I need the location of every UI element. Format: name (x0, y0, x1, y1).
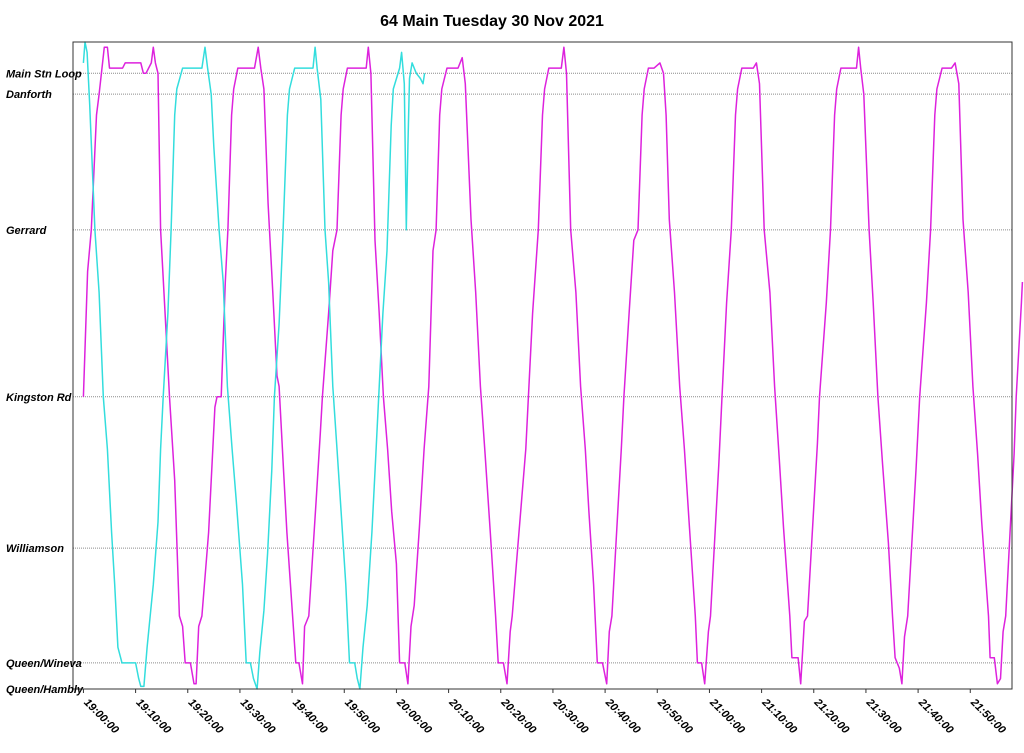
y-stop-label: Kingston Rd (6, 392, 72, 404)
series-line-2 (82, 41, 426, 690)
series-line-1 (82, 46, 1024, 685)
series-layer (82, 41, 1024, 690)
x-tick-label: 21:20:00 (811, 696, 852, 737)
x-tick-label: 19:30:00 (238, 697, 278, 737)
x-tick-label: 19:40:00 (290, 697, 330, 737)
x-tick-label: 20:10:00 (446, 696, 487, 737)
y-stop-label: Queen/Hambly (6, 684, 84, 696)
x-tick-label: 21:30:00 (863, 696, 904, 737)
y-stop-label: Williamson (6, 543, 64, 555)
y-axis-labels: Main Stn Loop Danforth Gerrard Kingston Rd W… (6, 68, 84, 696)
x-tick-label: 20:40:00 (602, 696, 643, 737)
y-stop-label: Gerrard (6, 225, 47, 237)
x-tick-label: 21:50:00 (967, 696, 1008, 737)
y-stop-label: Queen/Wineva (6, 658, 82, 670)
x-tick-label: 19:00:00 (81, 697, 121, 737)
x-tick-label: 21:10:00 (759, 696, 800, 737)
grid-lines (73, 72, 1012, 664)
x-tick-label: 21:00:00 (707, 696, 748, 737)
x-tick-label: 20:00:00 (394, 696, 435, 737)
y-stop-label: Main Stn Loop (6, 68, 82, 80)
x-tick-label: 20:30:00 (550, 696, 591, 737)
plot-frame (72, 41, 1013, 690)
x-tick-label: 20:50:00 (654, 696, 695, 737)
x-tick-label: 19:50:00 (342, 697, 382, 737)
x-axis-labels: 19:00:00 19:10:00 19:20:00 19:30:00 19:40:00… (81, 689, 1008, 737)
y-stop-label: Danforth (6, 89, 52, 101)
x-tick-label: 19:10:00 (133, 697, 173, 737)
chart-title: 64 Main Tuesday 30 Nov 2021 (380, 13, 604, 30)
x-tick-label: 21:40:00 (915, 696, 956, 737)
x-tick-label: 20:20:00 (498, 696, 539, 737)
x-tick-label: 19:20:00 (186, 697, 226, 737)
